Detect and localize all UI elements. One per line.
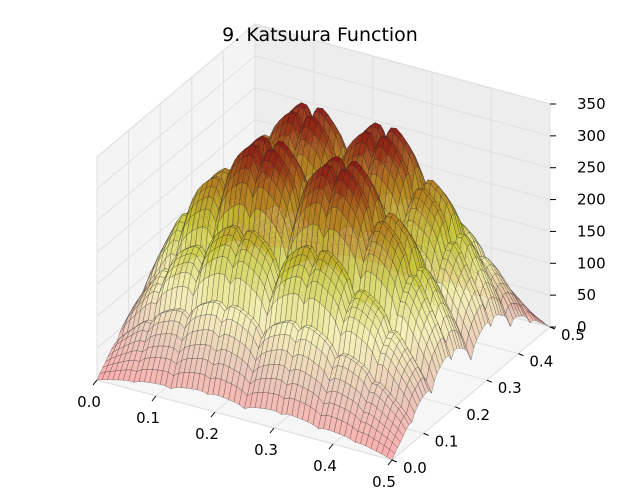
z-tick-label: 300	[577, 127, 606, 145]
x-tick-mark	[210, 411, 216, 418]
x-tick-mark	[328, 443, 334, 450]
z-axis-ticks: 0 50 100 150 200 250 300 350	[550, 95, 606, 336]
x-tick-label: 0.1	[136, 409, 160, 427]
z-tick-label: 100	[577, 254, 606, 272]
x-tick-mark	[92, 379, 98, 386]
y-tick-mark	[423, 432, 429, 436]
y-tick-mark	[455, 406, 461, 410]
y-tick-label: 0.1	[435, 432, 459, 450]
x-tick-mark	[387, 459, 393, 466]
x-tick-mark	[151, 395, 157, 402]
z-gridline	[96, 119, 551, 253]
y-tick-label: 0.5	[561, 326, 585, 344]
x-axis-ticks: 0.0 0.1 0.2 0.3 0.4 0.5	[77, 379, 396, 491]
z-tick-label: 250	[577, 159, 606, 177]
z-tick-label: 50	[577, 286, 596, 304]
y-tick-label: 0.2	[466, 406, 490, 424]
x-tick-label: 0.5	[372, 473, 396, 491]
z-gridline	[96, 55, 551, 190]
x-tick-mark	[269, 427, 275, 434]
y-tick-mark	[518, 353, 524, 357]
z-tick-label: 0	[577, 318, 587, 336]
surface-mesh	[96, 102, 551, 461]
y-tick-mark	[486, 379, 492, 383]
x-tick-label: 0.0	[77, 393, 101, 411]
x-tick-label: 0.4	[313, 457, 337, 475]
z-gridline	[96, 87, 551, 222]
z-gridline	[96, 23, 551, 158]
surface-cell	[386, 449, 396, 461]
y-tick-label: 0.4	[529, 353, 553, 371]
x-tick-label: 0.3	[254, 441, 278, 459]
y-tick-mark	[391, 459, 398, 463]
y-tick-label: 0.3	[498, 379, 522, 397]
x-tick-label: 0.2	[195, 425, 219, 443]
chart-title: 9. Katsuura Function	[222, 24, 418, 46]
z-tick-label: 200	[577, 191, 606, 209]
y-axis-ticks: 0.0 0.1 0.2 0.3 0.4 0.5	[391, 326, 585, 477]
y-tick-label: 0.0	[403, 459, 427, 477]
z-tick-label: 350	[577, 95, 606, 113]
z-tick-label: 150	[577, 222, 606, 240]
